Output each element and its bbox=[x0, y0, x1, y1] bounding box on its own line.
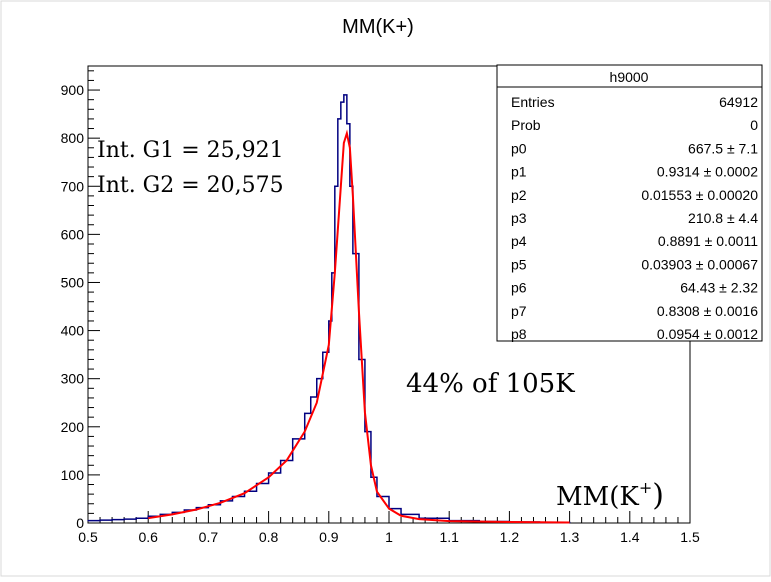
stats-row-value: 64912 bbox=[719, 94, 758, 110]
histogram-bin bbox=[334, 185, 336, 187]
annotation-int-g2: Int. G2 = 20,575 bbox=[97, 173, 284, 198]
stats-row-label: p2 bbox=[511, 187, 527, 203]
x-tick-label: 0.5 bbox=[78, 529, 98, 545]
y-tick-label: 300 bbox=[61, 371, 85, 387]
histogram-bin bbox=[123, 518, 125, 520]
stats-row-label: p7 bbox=[511, 303, 527, 319]
histogram-bin bbox=[328, 320, 330, 322]
histogram-bin bbox=[343, 94, 345, 96]
fit-curve bbox=[148, 129, 570, 524]
histogram-bin bbox=[87, 519, 89, 522]
histogram-bin bbox=[316, 378, 318, 380]
stats-row-value: 0.9314 ± 0.0002 bbox=[657, 164, 758, 180]
stats-box-rows: Entries 64912 Prob 0 p0 667.5 ± 7.1 p1 0.9314 ±… bbox=[511, 94, 758, 342]
stats-row-value: 210.8 ± 4.4 bbox=[688, 210, 758, 226]
y-axis: 0 100 200 300 400 500 600 700 800 900 bbox=[61, 70, 100, 531]
y-tick-label: 800 bbox=[61, 130, 85, 146]
stats-row-value: 0 bbox=[750, 117, 758, 133]
histogram-bin bbox=[310, 396, 312, 398]
y-tick-label: 700 bbox=[61, 178, 85, 194]
stats-row-label: p4 bbox=[511, 233, 527, 249]
stats-box-title: h9000 bbox=[610, 69, 649, 85]
histogram-bin bbox=[207, 504, 209, 506]
x-tick-label: 1.4 bbox=[620, 529, 640, 545]
x-tick-label: 1.3 bbox=[560, 529, 580, 545]
annotation-int-g1: Int. G1 = 25,921 bbox=[97, 138, 284, 163]
y-tick-label: 500 bbox=[61, 274, 85, 290]
annotation-fraction: 44% of 105K bbox=[406, 369, 575, 399]
histogram-bin bbox=[171, 511, 173, 514]
stats-row-label: p5 bbox=[511, 256, 527, 272]
stats-row-value: 0.8891 ± 0.0011 bbox=[658, 233, 758, 249]
stats-row-value: 0.8308 ± 0.0016 bbox=[657, 303, 758, 319]
stats-row-label: p6 bbox=[511, 280, 527, 296]
histogram-bin bbox=[370, 476, 372, 478]
stats-row-label: p0 bbox=[511, 140, 527, 156]
x-tick-label: 1 bbox=[385, 529, 393, 545]
stats-row-label: Entries bbox=[511, 94, 555, 110]
histogram-bin bbox=[304, 412, 306, 414]
stats-row-label: p8 bbox=[511, 326, 527, 342]
y-tick-label: 100 bbox=[61, 467, 85, 483]
histogram-bin bbox=[99, 519, 101, 521]
histogram-bin bbox=[322, 351, 324, 353]
histogram-bin bbox=[135, 517, 137, 519]
x-tick-label: 0.8 bbox=[259, 529, 279, 545]
histogram-bin bbox=[280, 459, 282, 462]
stats-row-label: Prob bbox=[511, 117, 541, 133]
x-axis-label-close: ) bbox=[652, 478, 664, 513]
histogram-bin bbox=[352, 253, 354, 255]
x-tick-label: 0.9 bbox=[319, 529, 339, 545]
histogram-bin bbox=[331, 272, 333, 274]
stats-row-value: 0.03903 ± 0.00067 bbox=[641, 256, 758, 272]
histogram-bin bbox=[219, 500, 222, 502]
histogram-bin bbox=[195, 507, 197, 509]
histogram-bin bbox=[376, 495, 378, 498]
stats-row-value: 0.01553 ± 0.00020 bbox=[641, 187, 758, 203]
stats-row-label: p3 bbox=[511, 210, 527, 226]
histogram-bin bbox=[111, 519, 113, 521]
histogram-bin bbox=[358, 358, 360, 361]
histogram-bin bbox=[349, 185, 351, 187]
y-tick-label: 600 bbox=[61, 226, 85, 242]
x-axis-label-base: MM(K bbox=[556, 482, 639, 512]
histogram-bin bbox=[183, 509, 185, 511]
x-axis-label-sup: + bbox=[639, 478, 652, 497]
x-axis-label: MM(K+) bbox=[556, 478, 664, 513]
histogram-bin bbox=[364, 431, 366, 433]
histogram-bin bbox=[243, 490, 246, 492]
histogram-bin bbox=[337, 118, 339, 120]
x-tick-label: 0.6 bbox=[138, 529, 158, 545]
y-tick-label: 400 bbox=[61, 323, 85, 339]
x-tick-label: 0.7 bbox=[199, 529, 219, 545]
y-tick-label: 900 bbox=[61, 82, 85, 98]
x-tick-label: 1.5 bbox=[680, 529, 700, 545]
stats-box-frame bbox=[496, 64, 763, 342]
stats-row-label: p1 bbox=[511, 164, 527, 180]
chart-title: MM(K+) bbox=[342, 16, 414, 38]
stats-row-value: 0.0954 ± 0.0012 bbox=[657, 326, 758, 342]
x-tick-label: 1.2 bbox=[500, 529, 520, 545]
stats-row-value: 667.5 ± 7.1 bbox=[688, 140, 758, 156]
stats-row-value: 64.43 ± 2.32 bbox=[680, 280, 758, 296]
histogram-bin bbox=[292, 438, 294, 440]
histogram-bin bbox=[346, 123, 348, 125]
histogram-bin bbox=[147, 515, 149, 517]
stats-box: h9000 Entries 64912 Prob 0 p0 667.5 ± 7.1 p1 0.… bbox=[496, 64, 763, 342]
y-tick-label: 0 bbox=[76, 515, 84, 531]
x-tick-label: 1.1 bbox=[439, 529, 459, 545]
histogram-bin bbox=[268, 472, 270, 474]
y-tick-label: 200 bbox=[61, 419, 85, 435]
histogram-bin bbox=[159, 513, 161, 515]
histogram-bin bbox=[340, 101, 342, 103]
